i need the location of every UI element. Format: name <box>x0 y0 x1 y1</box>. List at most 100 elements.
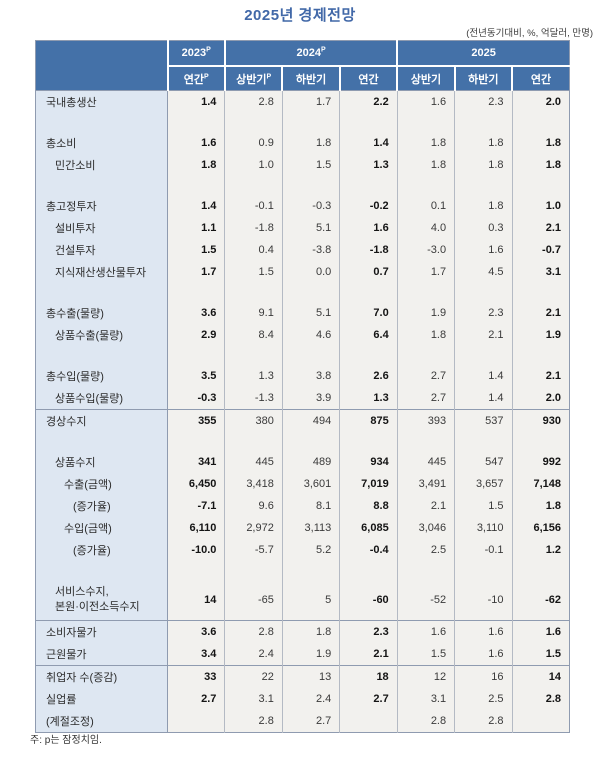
table-row: 총소비 1.6 0.9 1.8 1.4 1.8 1.8 1.8 <box>35 132 570 154</box>
value-cell: 18 <box>339 665 398 688</box>
value-cell <box>511 113 570 132</box>
units-note: (전년동기대비, %, 억달러, 만명) <box>466 28 593 39</box>
value-cell: 2.7 <box>281 710 340 733</box>
value-cell: 0.3 <box>454 217 513 239</box>
row-label: 상품수입(물량) <box>35 387 168 410</box>
value-cell: -0.4 <box>339 539 398 561</box>
value-cell: 2.6 <box>339 365 398 387</box>
value-cell: 2.8 <box>224 620 283 643</box>
row-label <box>35 176 168 195</box>
value-cell: 2.3 <box>454 302 513 324</box>
value-cell: 6,110 <box>166 517 225 539</box>
value-cell: 489 <box>281 451 340 473</box>
value-cell <box>454 176 513 195</box>
value-cell: 355 <box>166 409 225 432</box>
value-cell: 3,113 <box>281 517 340 539</box>
row-label: 총수출(물량) <box>35 302 168 324</box>
value-cell: -60 <box>339 580 398 621</box>
value-cell <box>454 346 513 365</box>
value-cell <box>166 176 225 195</box>
table-row: 국내총생산 1.4 2.8 1.7 2.2 1.6 2.3 2.0 <box>35 90 570 113</box>
value-cell: 2.1 <box>396 495 455 517</box>
value-cell <box>339 113 398 132</box>
value-cell: 2.4 <box>224 643 283 666</box>
value-cell <box>339 346 398 365</box>
value-cell: 8.1 <box>281 495 340 517</box>
table-row: 상품수출(물량) 2.9 8.4 4.6 6.4 1.8 2.1 1.9 <box>35 324 570 346</box>
year-group-header: 2024P <box>223 40 398 67</box>
value-cell: 3.1 <box>224 688 283 710</box>
value-cell <box>396 176 455 195</box>
value-cell <box>511 432 570 451</box>
value-cell: 4.0 <box>396 217 455 239</box>
spacer-row <box>35 346 570 365</box>
value-cell: 1.6 <box>511 620 570 643</box>
value-cell: -3.8 <box>281 239 340 261</box>
value-cell <box>339 561 398 580</box>
value-cell: 934 <box>339 451 398 473</box>
value-cell <box>224 283 283 302</box>
row-label: 실업률 <box>35 688 168 710</box>
value-cell: 3.1 <box>396 688 455 710</box>
value-cell: 1.7 <box>166 261 225 283</box>
value-cell: -1.3 <box>224 387 283 410</box>
value-cell: 13 <box>281 665 340 688</box>
value-cell: 4.5 <box>454 261 513 283</box>
table-row: 총수입(물량) 3.5 1.3 3.8 2.6 2.7 1.4 2.1 <box>35 365 570 387</box>
table-row: 경상수지 355 380 494 875 393 537 930 <box>35 409 570 432</box>
table-row: 서비스수지, 본원·이전소득수지 14 -65 5 -60 -52 -10 -62 <box>35 580 570 621</box>
row-label: 지식재산생산물투자 <box>35 261 168 283</box>
period-header: 연간P <box>166 66 225 91</box>
table-row: 건설투자 1.5 0.4 -3.8 -1.8 -3.0 1.6 -0.7 <box>35 239 570 261</box>
value-cell: 1.4 <box>166 195 225 217</box>
value-cell: -1.8 <box>339 239 398 261</box>
value-cell: 14 <box>166 580 225 621</box>
value-cell: 2.0 <box>511 90 570 113</box>
table-row: 실업률 2.7 3.1 2.4 2.7 3.1 2.5 2.8 <box>35 688 570 710</box>
value-cell: 7,019 <box>339 473 398 495</box>
value-cell <box>281 561 340 580</box>
value-cell: 12 <box>396 665 455 688</box>
value-cell: 5 <box>281 580 340 621</box>
row-label: 총수입(물량) <box>35 365 168 387</box>
row-label: 상품수지 <box>35 451 168 473</box>
value-cell <box>224 346 283 365</box>
value-cell: 992 <box>511 451 570 473</box>
value-cell: 1.3 <box>224 365 283 387</box>
value-cell <box>339 432 398 451</box>
value-cell: 6.4 <box>339 324 398 346</box>
value-cell <box>224 561 283 580</box>
table-row: 설비투자 1.1 -1.8 5.1 1.6 4.0 0.3 2.1 <box>35 217 570 239</box>
year-group-header: 2023P <box>166 40 225 67</box>
table-row: 수출(금액) 6,450 3,418 3,601 7,019 3,491 3,657 7,14… <box>35 473 570 495</box>
table-row: 민간소비 1.8 1.0 1.5 1.3 1.8 1.8 1.8 <box>35 154 570 176</box>
value-cell: 6,156 <box>511 517 570 539</box>
value-cell: 9.1 <box>224 302 283 324</box>
value-cell: 3.1 <box>511 261 570 283</box>
table-row: 총수출(물량) 3.6 9.1 5.1 7.0 1.9 2.3 2.1 <box>35 302 570 324</box>
value-cell: 0.1 <box>396 195 455 217</box>
value-cell: 1.5 <box>224 261 283 283</box>
value-cell <box>281 432 340 451</box>
value-cell: 5.1 <box>281 302 340 324</box>
value-cell <box>511 710 570 733</box>
value-cell: 3.6 <box>166 620 225 643</box>
row-label: (증가율) <box>35 539 168 561</box>
value-cell: 1.6 <box>454 239 513 261</box>
value-cell: 1.8 <box>511 154 570 176</box>
value-cell: 2.7 <box>396 365 455 387</box>
row-label: 설비투자 <box>35 217 168 239</box>
value-cell: 7.0 <box>339 302 398 324</box>
value-cell <box>166 561 225 580</box>
period-header: 상반기 <box>396 66 455 91</box>
value-cell: 0.0 <box>281 261 340 283</box>
value-cell: 1.6 <box>166 132 225 154</box>
value-cell: 1.8 <box>396 132 455 154</box>
value-cell <box>339 176 398 195</box>
value-cell: 1.8 <box>281 132 340 154</box>
value-cell: 537 <box>454 409 513 432</box>
row-label: 수출(금액) <box>35 473 168 495</box>
value-cell: 0.9 <box>224 132 283 154</box>
value-cell: 3,418 <box>224 473 283 495</box>
